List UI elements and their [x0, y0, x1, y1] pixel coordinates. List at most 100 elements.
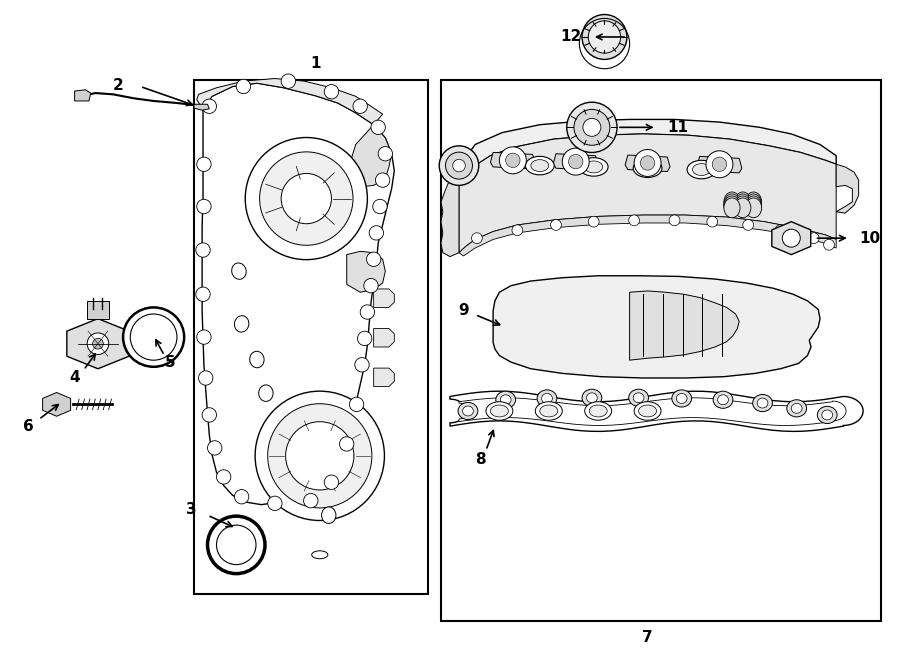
- Circle shape: [199, 371, 213, 385]
- Text: 10: 10: [860, 231, 881, 246]
- Circle shape: [357, 331, 372, 346]
- Ellipse shape: [130, 314, 177, 360]
- Ellipse shape: [822, 410, 832, 420]
- Circle shape: [196, 243, 211, 257]
- Polygon shape: [351, 125, 392, 186]
- Ellipse shape: [526, 157, 554, 175]
- Ellipse shape: [634, 159, 662, 177]
- Polygon shape: [194, 104, 210, 110]
- Ellipse shape: [321, 507, 336, 524]
- Bar: [194, 80, 428, 594]
- Ellipse shape: [745, 198, 761, 217]
- Polygon shape: [75, 90, 91, 101]
- Text: 9: 9: [458, 303, 469, 318]
- Ellipse shape: [687, 161, 716, 178]
- Ellipse shape: [590, 405, 608, 417]
- Polygon shape: [374, 329, 394, 347]
- Circle shape: [217, 470, 231, 484]
- Circle shape: [87, 333, 109, 354]
- Circle shape: [303, 494, 318, 508]
- Text: 5: 5: [165, 355, 176, 369]
- Text: 6: 6: [22, 418, 33, 434]
- Ellipse shape: [537, 390, 557, 407]
- Circle shape: [589, 20, 621, 53]
- Ellipse shape: [724, 196, 740, 215]
- Circle shape: [583, 118, 601, 136]
- Text: 7: 7: [643, 631, 652, 645]
- Ellipse shape: [249, 351, 264, 368]
- Ellipse shape: [734, 198, 751, 217]
- Polygon shape: [459, 134, 836, 253]
- Circle shape: [197, 330, 211, 344]
- Polygon shape: [374, 368, 394, 387]
- Circle shape: [634, 149, 662, 176]
- Ellipse shape: [817, 407, 837, 424]
- Ellipse shape: [580, 158, 608, 176]
- Ellipse shape: [634, 393, 644, 403]
- Circle shape: [364, 278, 378, 293]
- Circle shape: [217, 525, 256, 564]
- Ellipse shape: [724, 198, 740, 217]
- Text: 4: 4: [69, 371, 80, 385]
- Ellipse shape: [258, 385, 273, 401]
- Circle shape: [378, 147, 392, 161]
- Circle shape: [324, 85, 338, 99]
- Ellipse shape: [491, 405, 508, 417]
- Ellipse shape: [500, 395, 511, 405]
- Circle shape: [742, 219, 753, 230]
- Ellipse shape: [531, 160, 549, 172]
- Ellipse shape: [540, 405, 558, 417]
- Circle shape: [375, 173, 390, 187]
- Circle shape: [782, 229, 800, 247]
- Circle shape: [453, 159, 465, 172]
- Ellipse shape: [676, 393, 687, 403]
- Polygon shape: [197, 79, 382, 125]
- Ellipse shape: [585, 402, 612, 420]
- Ellipse shape: [234, 316, 249, 332]
- Ellipse shape: [629, 389, 649, 407]
- Circle shape: [567, 102, 617, 153]
- Circle shape: [285, 422, 354, 490]
- Polygon shape: [87, 301, 109, 319]
- Ellipse shape: [734, 196, 751, 215]
- Polygon shape: [202, 83, 394, 504]
- Circle shape: [824, 239, 834, 250]
- Circle shape: [255, 391, 384, 520]
- Circle shape: [641, 156, 655, 170]
- Ellipse shape: [311, 551, 328, 559]
- Ellipse shape: [787, 400, 806, 417]
- Polygon shape: [67, 319, 129, 369]
- Circle shape: [235, 490, 248, 504]
- Polygon shape: [346, 251, 385, 292]
- Circle shape: [366, 252, 381, 266]
- Ellipse shape: [587, 393, 598, 403]
- Ellipse shape: [757, 398, 768, 408]
- Circle shape: [506, 153, 520, 167]
- Ellipse shape: [231, 263, 247, 280]
- Polygon shape: [42, 393, 70, 416]
- Text: 2: 2: [112, 77, 123, 93]
- Circle shape: [349, 397, 364, 412]
- Circle shape: [197, 157, 211, 171]
- Ellipse shape: [745, 194, 761, 214]
- Ellipse shape: [634, 402, 662, 420]
- Circle shape: [439, 146, 479, 185]
- Polygon shape: [459, 215, 836, 256]
- Circle shape: [202, 408, 217, 422]
- Polygon shape: [491, 153, 536, 169]
- Polygon shape: [493, 276, 820, 378]
- Ellipse shape: [639, 163, 657, 174]
- Polygon shape: [450, 391, 863, 432]
- Circle shape: [208, 441, 222, 455]
- Polygon shape: [697, 157, 742, 173]
- Circle shape: [196, 287, 211, 301]
- Ellipse shape: [745, 192, 761, 212]
- Circle shape: [569, 155, 583, 169]
- Circle shape: [369, 225, 383, 240]
- Circle shape: [500, 147, 526, 174]
- Circle shape: [281, 74, 295, 89]
- Circle shape: [371, 120, 385, 135]
- Ellipse shape: [542, 393, 553, 403]
- Polygon shape: [630, 291, 739, 360]
- Circle shape: [512, 225, 523, 235]
